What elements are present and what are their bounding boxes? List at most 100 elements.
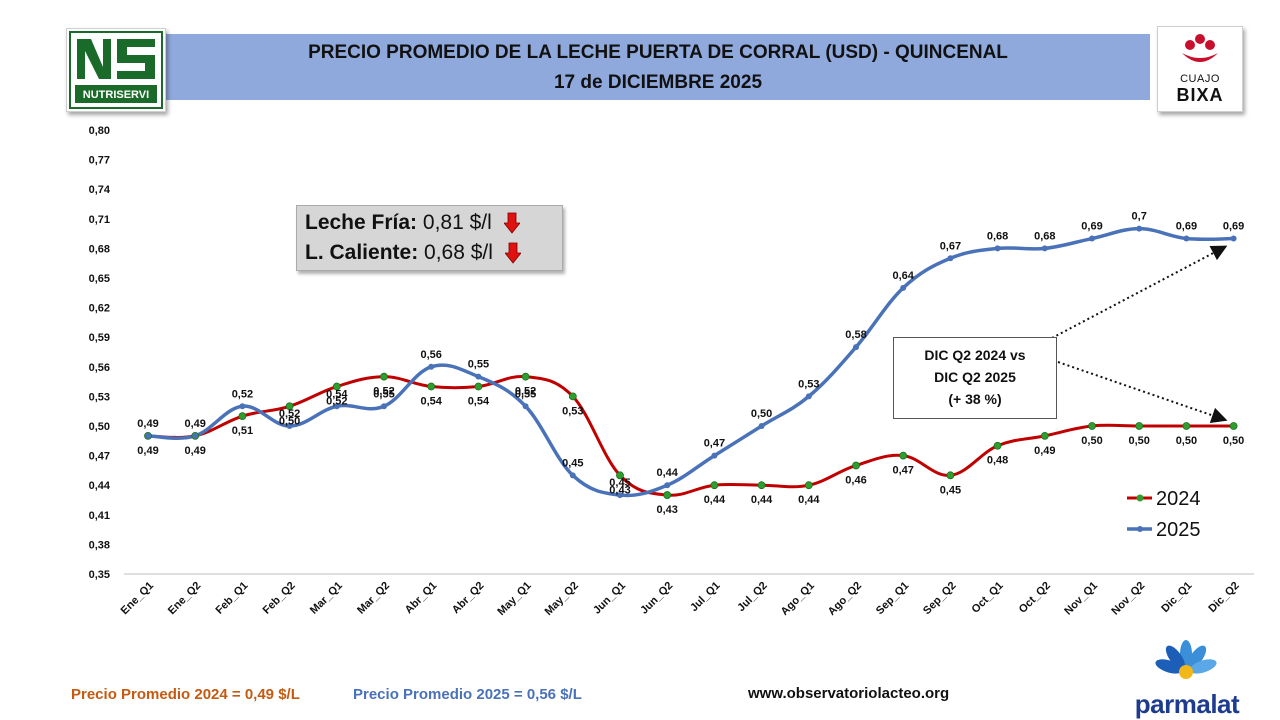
point-2025 — [381, 403, 387, 410]
point-2025 — [617, 492, 623, 499]
data-label-2025: 0,52 — [279, 408, 300, 420]
legend-label-2024: 2024 — [1156, 488, 1201, 510]
x-tick-label: May_Q2 — [543, 580, 581, 618]
data-labels: 0,49 0,490,520,520,54 0,550,560,550,550,45… — [137, 211, 1244, 516]
cold-milk-value: 0,81 $/l — [422, 211, 492, 234]
y-tick-label: 0,68 — [89, 243, 110, 255]
title-banner: PRECIO PROMEDIO DE LA LECHE PUERTA DE CO… — [166, 34, 1150, 100]
data-label-2024: 0,44 — [751, 494, 773, 506]
data-label-2025: 0,54 — [326, 388, 348, 400]
nutriservi-logo: NUTRISERVI — [66, 28, 166, 112]
point-2024 — [238, 412, 247, 421]
chart-legend: 2024 2025 — [1127, 488, 1201, 541]
point-2024 — [710, 481, 719, 490]
point-2024 — [899, 451, 908, 460]
x-tick-label: Ago_Q2 — [826, 580, 864, 618]
parmalat-logo-text: parmalat — [1134, 689, 1240, 719]
y-tick-label: 0,77 — [89, 155, 110, 167]
point-2025 — [994, 245, 1001, 252]
chart-subtitle-date: 17 de DICIEMBRE 2025 — [553, 72, 763, 93]
data-label-2024: 0,44 — [798, 494, 820, 506]
series-line-2024 — [147, 375, 1234, 497]
point-2024 — [1182, 422, 1191, 430]
data-label-2024: 0,52 — [515, 386, 536, 398]
point-2025 — [1041, 245, 1048, 252]
data-label-2024: 0,44 — [704, 494, 726, 506]
point-2025 — [569, 472, 576, 479]
y-tick-label: 0,62 — [89, 303, 110, 315]
point-2024 — [1135, 422, 1144, 430]
arrow-to-2025 — [1051, 245, 1228, 339]
point-2025 — [239, 403, 246, 410]
data-label-2024: 0,54 — [468, 396, 490, 408]
hot-milk-value: 0,68 $/l — [424, 241, 493, 264]
point-2024 — [474, 382, 483, 391]
data-label-2024: 0,54 — [420, 396, 442, 408]
y-tick-label: 0,80 — [89, 125, 110, 137]
x-tick-label: Nov_Q1 — [1062, 580, 1100, 618]
logo-bixa-text: BIXA — [1176, 85, 1224, 105]
x-tick-label: Jul_Q2 — [735, 580, 769, 614]
point-2025 — [286, 423, 293, 429]
svg-text:NUTRISERVI: NUTRISERVI — [83, 89, 149, 101]
legend-label-2025: 2025 — [1156, 519, 1201, 541]
data-label-2025: 0,55 — [373, 388, 394, 400]
point-2025 — [1230, 235, 1237, 242]
point-2024 — [616, 471, 624, 480]
x-tick-label: Jul_Q1 — [688, 580, 722, 614]
data-label-2025: 0,55 — [468, 359, 489, 371]
comparison-box: DIC Q2 2024 vs DIC Q2 2025 (+ 38 %) — [893, 337, 1057, 419]
average-2024: Precio Promedio 2024 = 0,49 $/L — [71, 686, 300, 703]
point-2025 — [758, 423, 765, 429]
data-label-2024: 0,51 — [232, 425, 253, 437]
point-2025 — [1089, 235, 1095, 242]
comparison-line2: DIC Q2 2025 — [934, 369, 1016, 385]
data-label-2024: 0,48 — [987, 455, 1008, 467]
point-2024 — [804, 481, 813, 490]
data-label-2024: 0,53 — [562, 405, 583, 417]
data-label-2024: 0,43 — [656, 504, 677, 516]
x-tick-label: Dic_Q2 — [1206, 580, 1241, 615]
y-tick-label: 0,35 — [89, 569, 110, 581]
y-tick-label: 0,56 — [89, 362, 110, 374]
x-tick-label: Sep_Q1 — [874, 580, 911, 617]
data-label-2025: 0,47 — [704, 438, 725, 450]
data-label-2025: 0,69 — [1081, 221, 1102, 233]
x-tick-label: Oct_Q1 — [970, 580, 1006, 616]
point-2025 — [522, 403, 529, 410]
chart-title: PRECIO PROMEDIO DE LA LECHE PUERTA DE CO… — [308, 42, 1008, 63]
y-tick-label: 0,38 — [89, 539, 110, 551]
point-2025 — [853, 344, 859, 351]
x-tick-label: Jun_Q1 — [591, 580, 628, 617]
y-axis: 0,35 0,38 0,41 0,44 0,47 0,50 0,53 0,56 0,59 0,62… — [89, 125, 111, 581]
point-2025 — [900, 284, 907, 291]
data-label-2025: 0,50 — [751, 408, 772, 420]
cold-milk-label: Leche Fría: — [305, 211, 418, 234]
series-points — [144, 225, 1238, 499]
data-label-2025: 0,58 — [845, 329, 866, 341]
point-2025 — [664, 482, 671, 489]
point-2025 — [711, 452, 718, 459]
comparison-arrows — [1051, 245, 1228, 423]
data-label-2025: 0,53 — [798, 378, 819, 390]
parmalat-flower-icon — [1155, 640, 1217, 679]
x-tick-label: Sep_Q2 — [921, 580, 958, 617]
x-tick-label: Mar_Q1 — [308, 580, 345, 617]
x-axis: Ene_Q1 Ene_Q2 Feb_Q1 Feb_Q2 Mar_Q1 Mar_Q2 Abr_… — [119, 573, 1254, 618]
data-label-2025: 0,45 — [609, 477, 630, 489]
x-tick-label: Nov_Q2 — [1109, 580, 1147, 618]
y-tick-label: 0,47 — [89, 451, 110, 463]
website-link[interactable]: www.observatoriolacteo.org — [748, 685, 950, 702]
data-label-2024: 0,50 — [1223, 435, 1244, 447]
x-tick-label: Feb_Q2 — [261, 580, 298, 617]
x-tick-label: Abr_Q1 — [403, 580, 440, 617]
point-2024 — [663, 491, 672, 499]
data-label-2025: 0,44 — [656, 467, 678, 479]
point-2025 — [805, 393, 812, 400]
x-tick-label: Abr_Q2 — [450, 580, 487, 617]
x-tick-label: Oct_Q2 — [1017, 580, 1053, 616]
point-2024 — [521, 372, 530, 381]
point-2024 — [757, 481, 766, 490]
data-label-2024: 0,45 — [940, 484, 961, 496]
